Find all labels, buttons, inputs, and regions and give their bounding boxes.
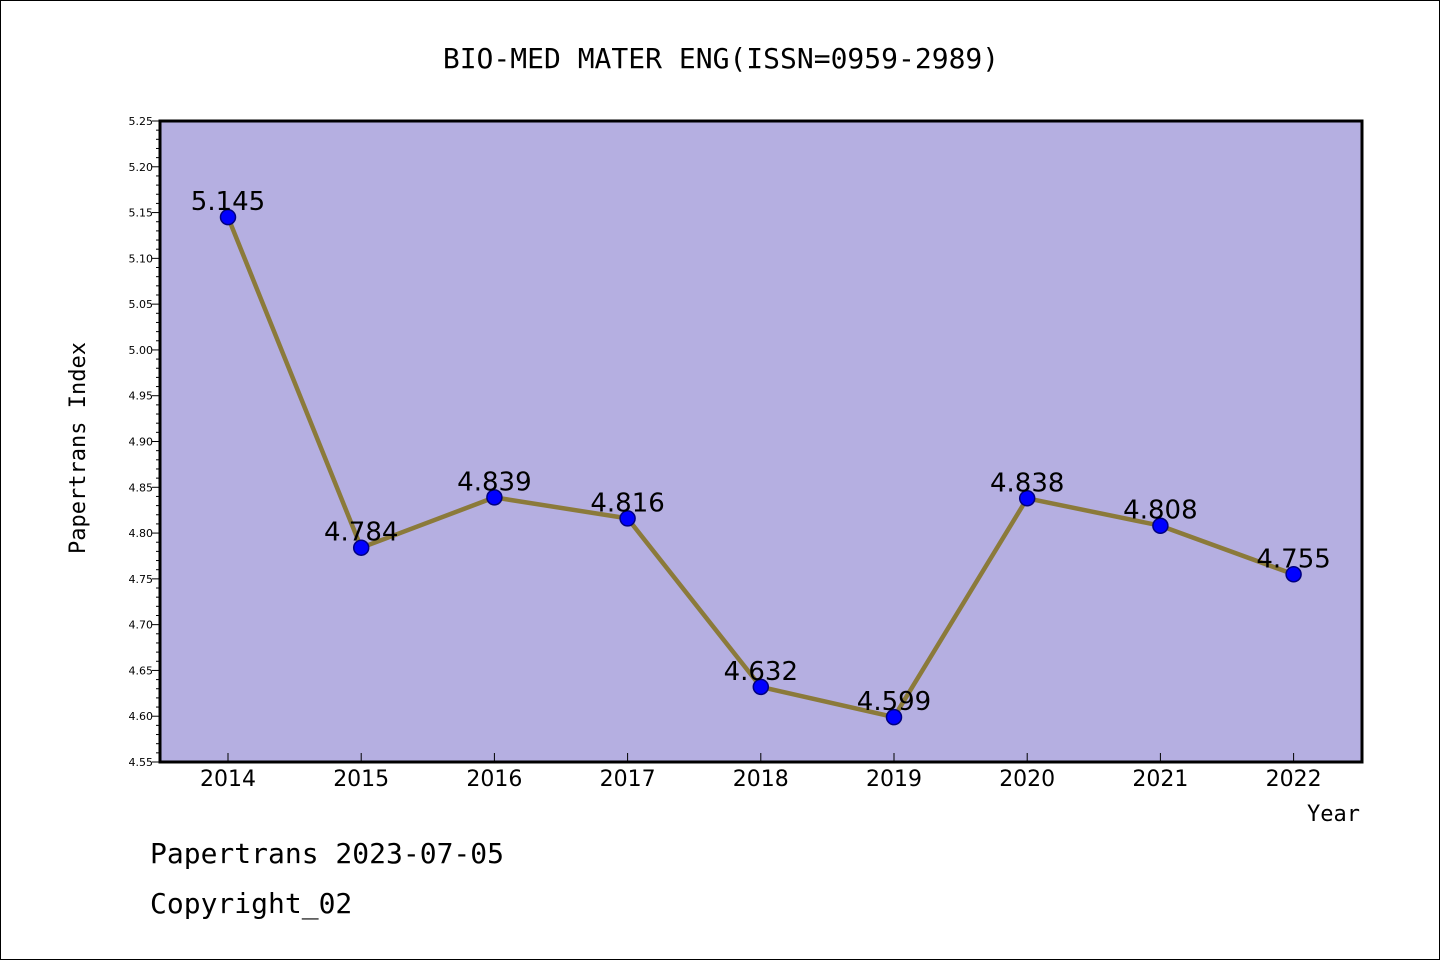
data-point [1285,566,1302,583]
x-tick-label: 2018 [733,767,789,792]
x-tick-label: 2019 [866,767,922,792]
plot-frame [158,119,1364,764]
y-tick-label: 5.00 [129,344,154,357]
data-point [752,678,770,696]
y-tick-label: 5.10 [129,252,154,265]
data-label: 4.599 [857,687,931,717]
data-point [1152,517,1169,534]
data-label: 4.838 [990,468,1064,498]
x-tick-label: 2022 [1266,767,1322,792]
data-label: 4.816 [590,488,664,518]
y-tick-label: 4.90 [129,436,154,449]
data-label: 4.808 [1123,496,1197,526]
y-tick-label: 5.15 [129,207,154,220]
y-tick-label: 4.75 [129,573,154,586]
y-axis-ticks: 4.55 4.60 4.65 4.70 4.75 4.80 4.85 4.90 4.95 5.00… [129,115,160,769]
y-tick-label: 5.20 [129,161,154,174]
y-tick-label: 4.65 [129,664,154,677]
x-tick-label: 2015 [333,767,389,792]
data-point [486,489,503,506]
x-axis-label: Year [1307,802,1360,827]
data-labels: 5.145 4.784 4.839 4.816 4.632 4.599 4.838 4.808… [191,187,1331,717]
y-tick-label: 5.25 [129,115,154,128]
data-label: 4.632 [724,657,798,687]
y-tick-label: 4.60 [129,710,154,723]
x-tick-label: 2017 [600,767,656,792]
data-point [885,708,903,726]
x-axis-ticks: 2014 2015 2016 2017 2018 2019 2020 2021 2022 [200,753,1322,792]
data-point [1018,490,1036,507]
plot-area [160,121,1362,762]
data-label: 4.755 [1256,544,1330,574]
y-axis-label: Papertrans Index [66,342,91,554]
y-tick-label: 5.05 [129,298,154,311]
x-tick-label: 2014 [200,767,256,792]
y-tick-label: 4.80 [129,527,154,540]
y-tick-label: 4.70 [129,619,154,632]
data-label: 4.784 [324,518,398,548]
x-tick-label: 2020 [999,767,1055,792]
data-label: 4.839 [457,467,531,497]
x-tick-label: 2021 [1132,767,1188,792]
data-markers [219,208,1302,726]
data-point [219,208,237,226]
data-point [352,539,370,556]
data-point [619,510,636,527]
y-tick-label: 4.85 [129,481,154,494]
y-tick-label: 4.95 [129,390,154,403]
x-tick-label: 2016 [466,767,522,792]
data-label: 5.145 [191,187,265,217]
footer-date: Papertrans 2023-07-05 [150,837,505,870]
footer-copyright: Copyright_02 [150,887,353,920]
y-tick-label: 4.55 [129,756,154,769]
chart-title: BIO-MED MATER ENG(ISSN=0959-2989) [443,42,999,75]
